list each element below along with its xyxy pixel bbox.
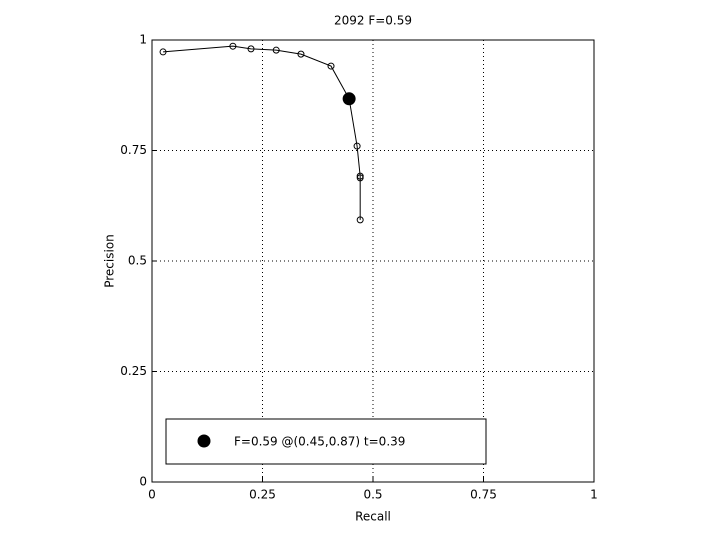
best-point <box>342 92 356 106</box>
plot-frame <box>151 39 595 483</box>
chart-title: 2092 F=0.59 <box>334 14 412 28</box>
series-line <box>163 45 361 220</box>
point <box>327 62 335 70</box>
point <box>356 216 364 224</box>
y-tick-label: 1 <box>139 33 147 47</box>
y-tick-label: 0.75 <box>120 143 147 157</box>
point <box>353 142 361 150</box>
point <box>356 174 364 182</box>
point <box>229 42 237 50</box>
point <box>247 45 255 53</box>
x-tick-label: 1 <box>590 488 598 502</box>
y-tick-label: 0 <box>139 475 147 489</box>
legend-marker <box>197 434 211 448</box>
x-tick-label: 0.75 <box>470 488 497 502</box>
point <box>297 50 305 58</box>
legend-box <box>165 418 487 465</box>
x-axis-label: Recall <box>355 510 391 524</box>
y-axis-label: Precision <box>103 234 117 288</box>
legend-label: F=0.59 @(0.45,0.87) t=0.39 <box>234 435 405 449</box>
point <box>272 46 280 54</box>
x-tick-label: 0.5 <box>363 488 382 502</box>
y-tick-label: 0.5 <box>128 254 147 268</box>
y-tick-label: 0.25 <box>120 364 147 378</box>
point <box>159 48 167 56</box>
x-tick-label: 0.25 <box>249 488 276 502</box>
x-tick-label: 0 <box>148 488 156 502</box>
